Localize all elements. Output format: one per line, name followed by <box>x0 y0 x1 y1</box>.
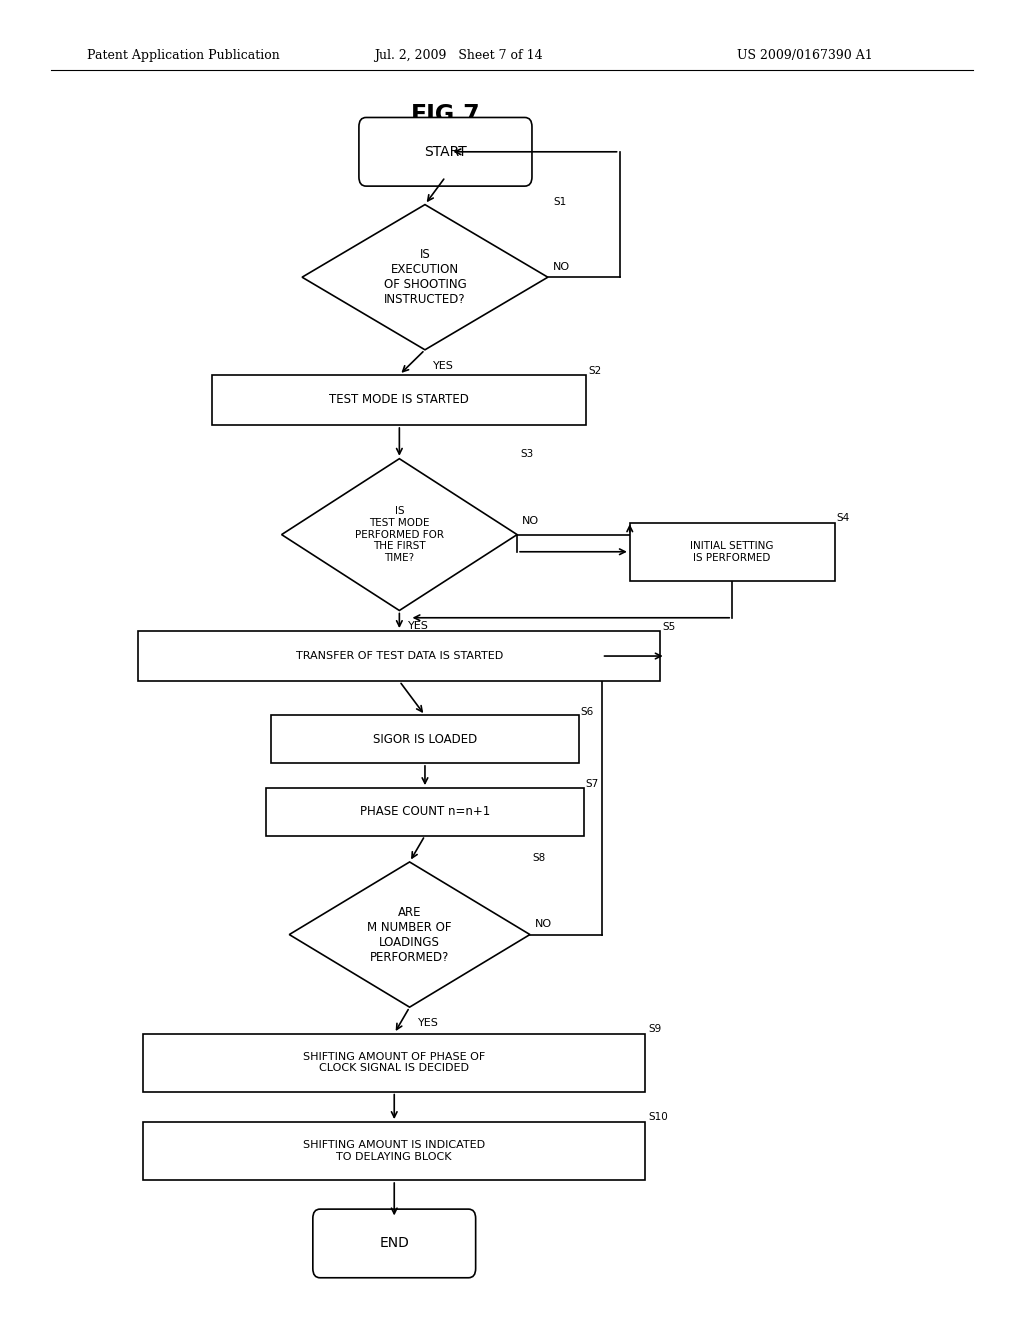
Bar <box>138 631 660 681</box>
Text: END: END <box>379 1237 410 1250</box>
Polygon shape <box>302 205 548 350</box>
Bar <box>271 715 579 763</box>
Text: IS
TEST MODE
PERFORMED FOR
THE FIRST
TIME?: IS TEST MODE PERFORMED FOR THE FIRST TIM… <box>355 507 443 562</box>
Text: S3: S3 <box>520 449 534 459</box>
Text: PHASE COUNT n=n+1: PHASE COUNT n=n+1 <box>359 805 490 818</box>
Text: S9: S9 <box>648 1023 662 1034</box>
Text: IS
EXECUTION
OF SHOOTING
INSTRUCTED?: IS EXECUTION OF SHOOTING INSTRUCTED? <box>384 248 466 306</box>
Text: NO: NO <box>553 261 570 272</box>
Bar <box>143 1034 645 1092</box>
Polygon shape <box>282 459 517 610</box>
Text: S2: S2 <box>589 366 602 376</box>
Text: NO: NO <box>522 516 540 527</box>
Text: Patent Application Publication: Patent Application Publication <box>87 49 280 62</box>
Text: SHIFTING AMOUNT IS INDICATED
TO DELAYING BLOCK: SHIFTING AMOUNT IS INDICATED TO DELAYING… <box>303 1140 485 1162</box>
Text: S1: S1 <box>553 197 566 207</box>
Bar <box>143 1122 645 1180</box>
FancyBboxPatch shape <box>313 1209 475 1278</box>
Text: S8: S8 <box>532 853 546 863</box>
Text: S10: S10 <box>648 1111 668 1122</box>
FancyBboxPatch shape <box>358 117 532 186</box>
Bar <box>213 375 586 425</box>
Text: YES: YES <box>418 1018 438 1028</box>
Text: TEST MODE IS STARTED: TEST MODE IS STARTED <box>330 393 469 407</box>
Text: S6: S6 <box>581 706 594 717</box>
Text: YES: YES <box>433 360 454 371</box>
Polygon shape <box>290 862 530 1007</box>
Text: FIG.7: FIG.7 <box>411 103 480 127</box>
Text: NO: NO <box>536 919 552 929</box>
Text: SHIFTING AMOUNT OF PHASE OF
CLOCK SIGNAL IS DECIDED: SHIFTING AMOUNT OF PHASE OF CLOCK SIGNAL… <box>303 1052 485 1073</box>
Text: START: START <box>424 145 467 158</box>
Text: S4: S4 <box>837 512 850 523</box>
Text: SIGOR IS LOADED: SIGOR IS LOADED <box>373 733 477 746</box>
Text: TRANSFER OF TEST DATA IS STARTED: TRANSFER OF TEST DATA IS STARTED <box>296 651 503 661</box>
Text: US 2009/0167390 A1: US 2009/0167390 A1 <box>737 49 873 62</box>
Text: INITIAL SETTING
IS PERFORMED: INITIAL SETTING IS PERFORMED <box>690 541 774 562</box>
Text: S5: S5 <box>663 622 676 632</box>
Text: ARE
M NUMBER OF
LOADINGS
PERFORMED?: ARE M NUMBER OF LOADINGS PERFORMED? <box>368 906 452 964</box>
Bar <box>630 523 835 581</box>
Text: S7: S7 <box>586 779 599 789</box>
Text: Jul. 2, 2009   Sheet 7 of 14: Jul. 2, 2009 Sheet 7 of 14 <box>374 49 543 62</box>
Bar <box>266 788 584 836</box>
Text: YES: YES <box>408 622 428 631</box>
